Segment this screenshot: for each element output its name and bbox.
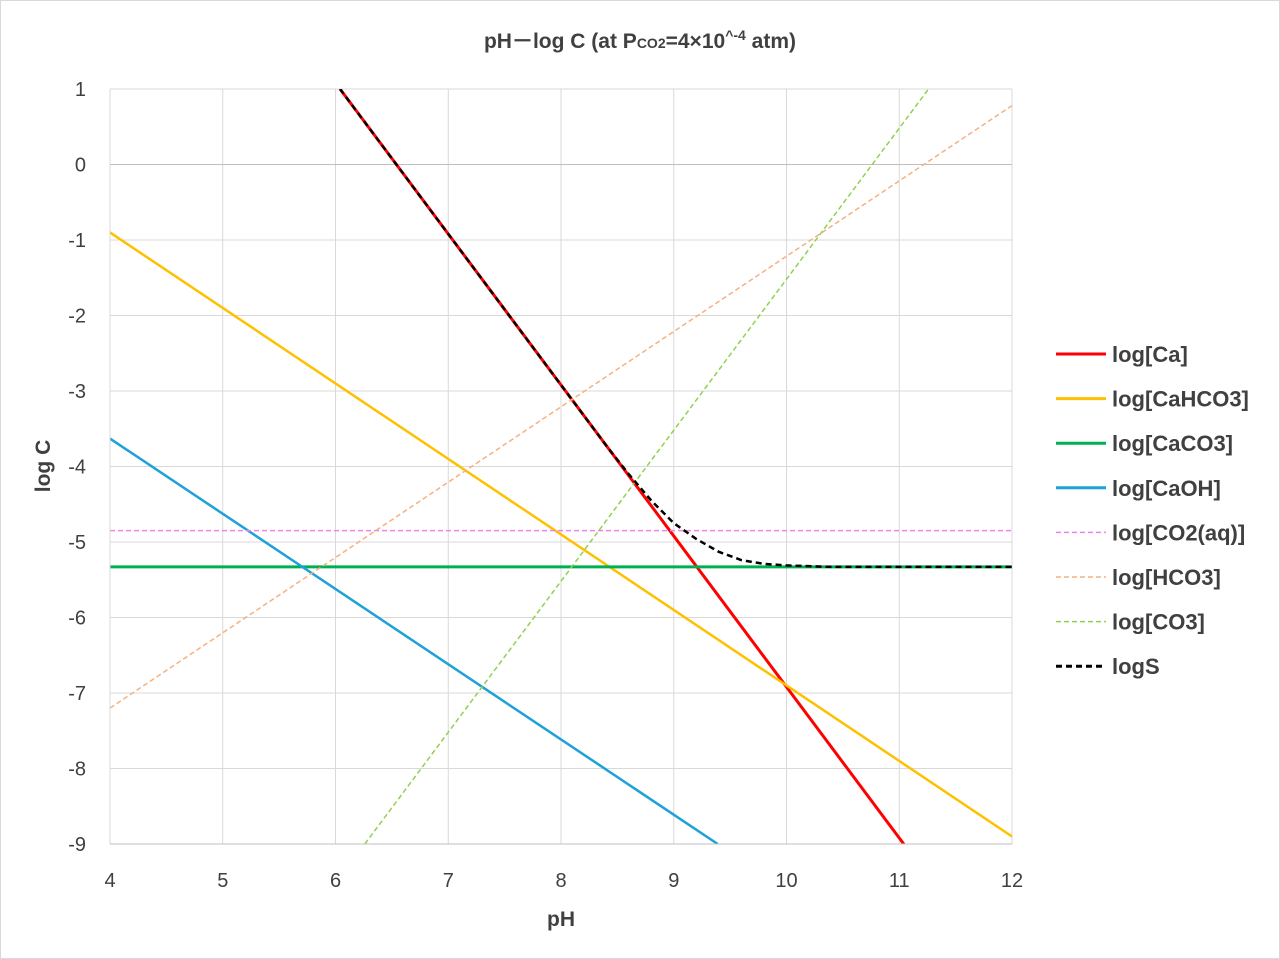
y-tick-label: -3 — [68, 381, 86, 403]
legend-label: log[CaOH] — [1112, 476, 1221, 501]
x-axis-title: pH — [547, 908, 575, 931]
series-line-3 — [110, 437, 719, 844]
y-axis-title: log C — [32, 440, 55, 493]
y-tick-label: -7 — [68, 683, 86, 705]
legend: log[Ca] log[CaHCO3] log[CaCO3] log[CaOH] log… — [1056, 342, 1249, 679]
x-tick-label: 9 — [668, 870, 679, 892]
gridlines — [109, 88, 1013, 845]
x-tick-label: 10 — [775, 870, 797, 892]
legend-label: log[CO2(aq)] — [1112, 520, 1245, 545]
x-tick-label: 6 — [330, 870, 341, 892]
legend-label: log[CaHCO3] — [1112, 387, 1249, 412]
chart-title: pH－log C (at PCO2=4×10^-4 atm) — [484, 27, 796, 53]
x-tick-label: 4 — [104, 870, 115, 892]
x-tick-label: 12 — [1001, 870, 1023, 892]
legend-label: log[CaCO3] — [1112, 431, 1233, 456]
series-line-7 — [339, 89, 1012, 569]
y-tick-label: -9 — [68, 834, 86, 856]
legend-label: logS — [1112, 654, 1160, 679]
y-tick-label: 1 — [75, 79, 86, 101]
x-tick-label: 7 — [443, 870, 454, 892]
y-tick-label: -4 — [68, 457, 86, 479]
series-lines — [110, 89, 1012, 844]
series-line-1 — [110, 231, 1012, 838]
y-tick-label: -2 — [68, 306, 86, 328]
legend-label: log[CO3] — [1112, 610, 1205, 635]
y-tick-label: -6 — [68, 608, 86, 630]
y-tick-label: -5 — [68, 532, 86, 554]
x-tick-label: 8 — [555, 870, 566, 892]
series-line-6 — [364, 89, 930, 844]
series-line-5 — [110, 104, 1012, 709]
x-tick-label: 5 — [217, 870, 228, 892]
y-tick-label: 0 — [75, 155, 86, 177]
legend-label: log[HCO3] — [1112, 565, 1221, 590]
legend-label: log[Ca] — [1112, 342, 1188, 367]
y-tick-label: -8 — [68, 759, 86, 781]
x-tick-label: 11 — [889, 870, 910, 892]
y-tick-label: -1 — [68, 230, 86, 252]
